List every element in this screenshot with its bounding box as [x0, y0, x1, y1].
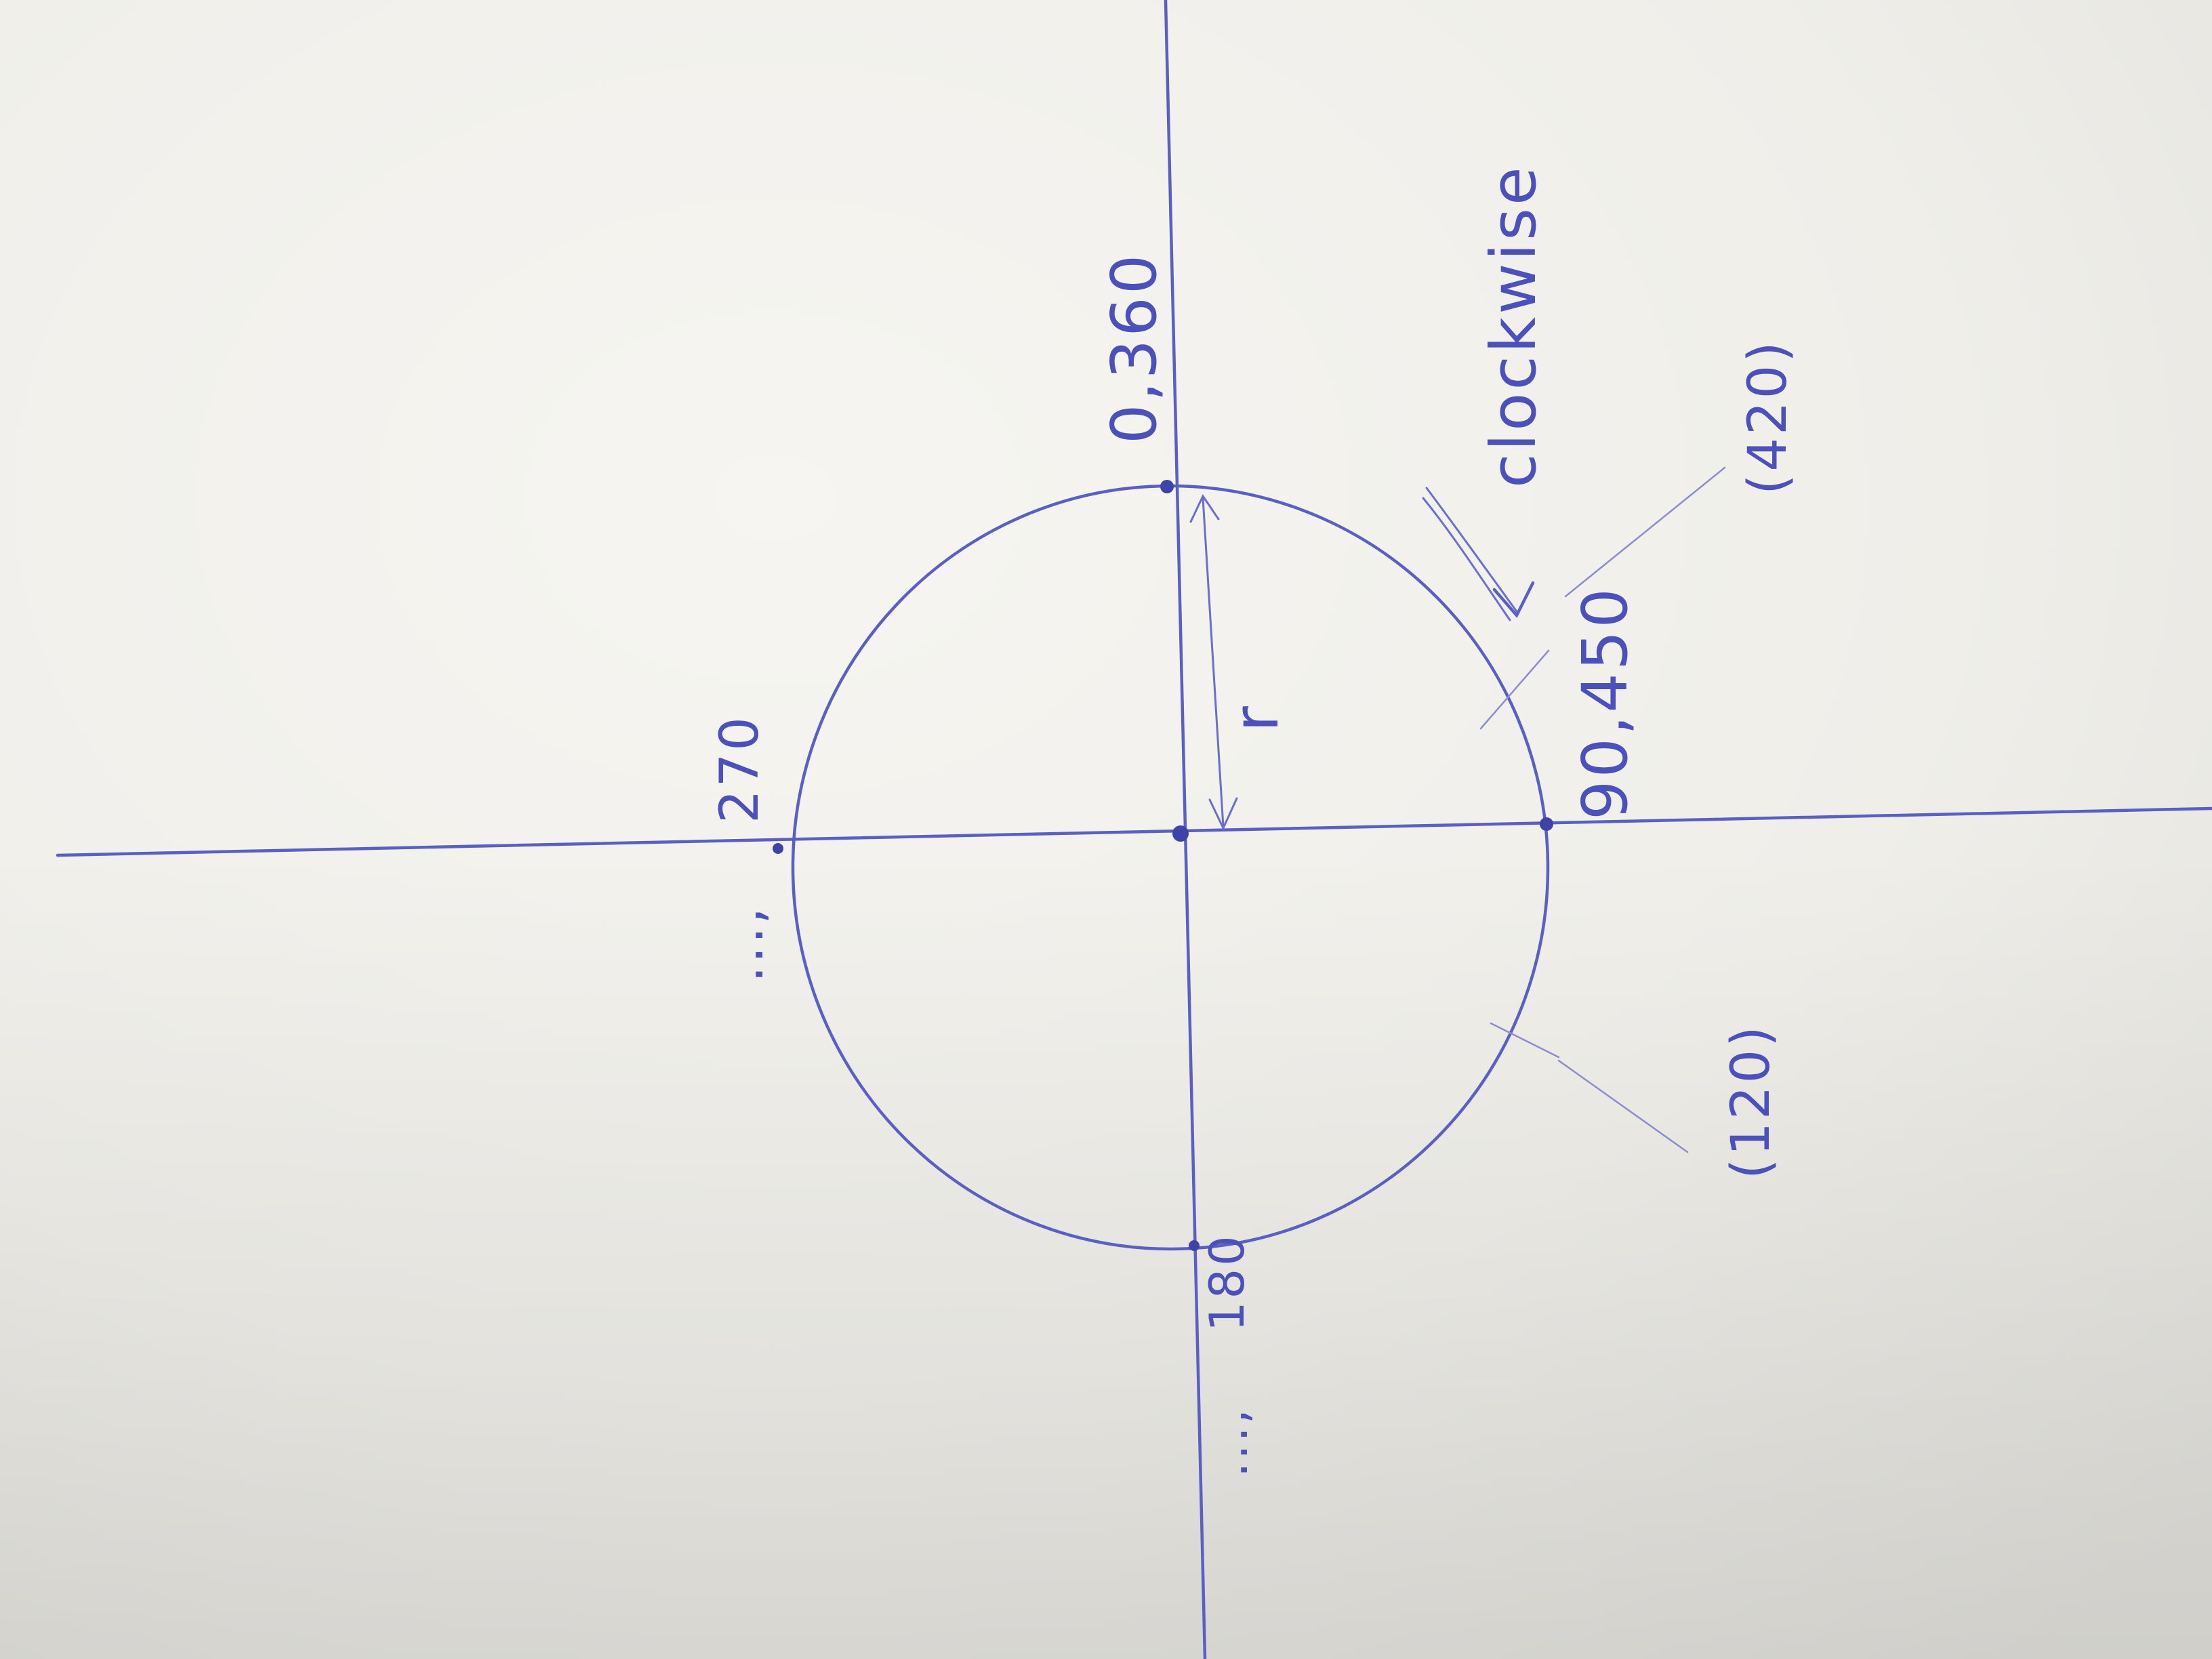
- paper-shadow: [0, 847, 2212, 1659]
- tick-right-upper: [1479, 649, 1550, 730]
- label-bottom-point: 180: [1200, 1233, 1255, 1332]
- radius-arrowhead-top: [1189, 493, 1220, 523]
- label-left-point: 270: [710, 714, 771, 823]
- left-point: [773, 843, 783, 854]
- label-right-point: 90,450: [1569, 586, 1641, 820]
- label-tick-120: (120): [1721, 1023, 1782, 1179]
- clockwise-arrow-outline: [1422, 497, 1511, 621]
- bottom-point: [1189, 1240, 1200, 1251]
- clockwise-arrowhead: [1492, 581, 1535, 619]
- label-clockwise: clockwise: [1477, 164, 1550, 488]
- radius-arrowhead-bottom: [1208, 797, 1238, 831]
- top-point: [1160, 480, 1174, 493]
- label-left-dots: ...,: [714, 905, 775, 983]
- label-top-point: 0,360: [1098, 252, 1170, 444]
- leader-to-420: [1564, 466, 1726, 598]
- label-tick-420: (420): [1738, 339, 1799, 495]
- center-point: [1172, 825, 1189, 842]
- right-point: [1540, 817, 1553, 831]
- label-radius: r: [1220, 703, 1292, 732]
- clockwise-arrow: [1425, 487, 1519, 615]
- leader-to-120: [1557, 1059, 1689, 1153]
- horizontal-axis: [56, 806, 2212, 857]
- tick-right-lower: [1490, 1022, 1560, 1059]
- label-bottom-dots: ...,: [1203, 1406, 1258, 1477]
- radius-line: [1202, 497, 1225, 828]
